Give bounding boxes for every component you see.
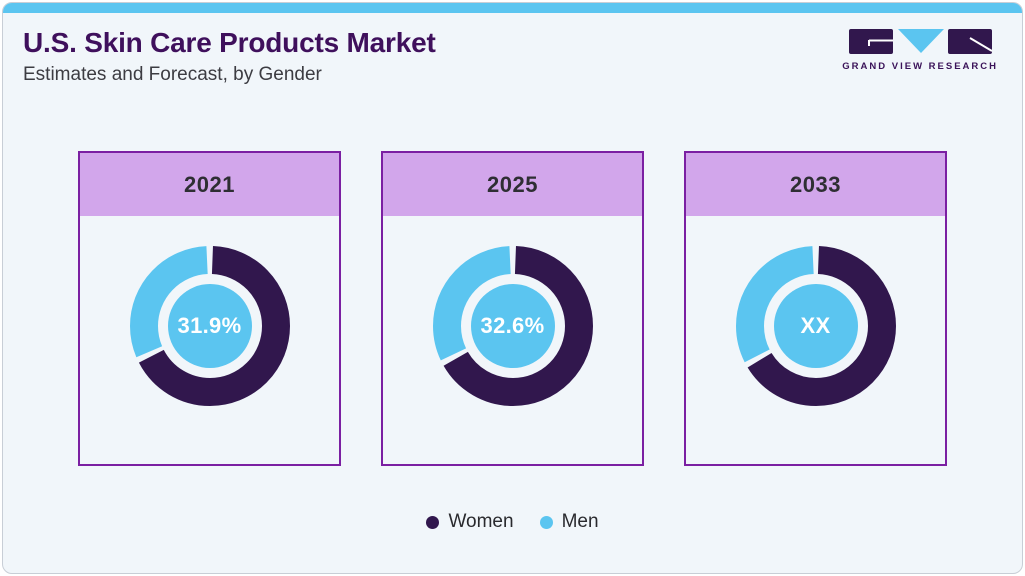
gvr-logo-icon [848, 29, 992, 54]
donut-women-segment [735, 246, 896, 406]
year-card-header: 2025 [383, 153, 642, 216]
gvr-logo-text: GRAND VIEW RESEARCH [842, 61, 998, 72]
legend-dot-men [539, 515, 553, 529]
donut-svg [735, 246, 896, 406]
legend: Women Men [3, 511, 1022, 533]
gvr-logo-g-mark [867, 39, 893, 46]
legend-label: Men [561, 511, 599, 532]
donut-center-circle [470, 284, 555, 368]
top-accent-bar [3, 3, 1022, 13]
gvr-logo-v-triangle [897, 29, 944, 53]
donut-chart-2025: 32.6% [432, 246, 593, 406]
year-label: 2033 [790, 171, 841, 197]
legend-item-women: Women [426, 511, 514, 533]
donut-center-label: XX [800, 313, 831, 338]
donut-center-label: 32.6% [480, 313, 545, 338]
donut-men-segment [432, 246, 593, 406]
legend-dot-women [426, 515, 440, 529]
donut-center-circle [167, 284, 252, 368]
gvr-logo-r-block [947, 29, 992, 54]
donut-men-segment [129, 246, 290, 406]
year-card: 2021 31.9% [78, 151, 341, 466]
year-card: 2033 XX [684, 151, 947, 466]
legend-item-men: Men [539, 511, 599, 533]
year-label: 2021 [184, 171, 235, 197]
donut-women-segment [432, 246, 593, 406]
year-card: 2025 32.6% [381, 151, 644, 466]
header: U.S. Skin Care Products Market Estimates… [23, 27, 998, 87]
year-cards: 2021 31.9% 2025 32.6% 2033 XX [3, 151, 1022, 466]
donut-center-label: 31.9% [177, 313, 242, 338]
year-card-body: 32.6% [383, 216, 642, 463]
year-label: 2025 [487, 171, 538, 197]
gvr-logo: GRAND VIEW RESEARCH [842, 29, 998, 72]
title-block: U.S. Skin Care Products Market Estimates… [23, 27, 436, 87]
page-subtitle: Estimates and Forecast, by Gender [23, 64, 322, 86]
year-card-header: 2021 [80, 153, 339, 216]
donut-svg [432, 246, 593, 406]
donut-men-segment [735, 246, 896, 406]
donut-chart-2021: 31.9% [129, 246, 290, 406]
year-card-body: XX [686, 216, 945, 463]
donut-center-circle [773, 284, 858, 368]
legend-label: Women [448, 511, 514, 532]
year-card-header: 2033 [686, 153, 945, 216]
donut-svg [129, 246, 290, 406]
donut-chart-2033: XX [735, 246, 896, 406]
gvr-logo-r-mark [969, 37, 992, 52]
year-card-body: 31.9% [80, 216, 339, 463]
donut-women-segment [129, 246, 290, 406]
page-title: U.S. Skin Care Products Market [23, 27, 436, 58]
